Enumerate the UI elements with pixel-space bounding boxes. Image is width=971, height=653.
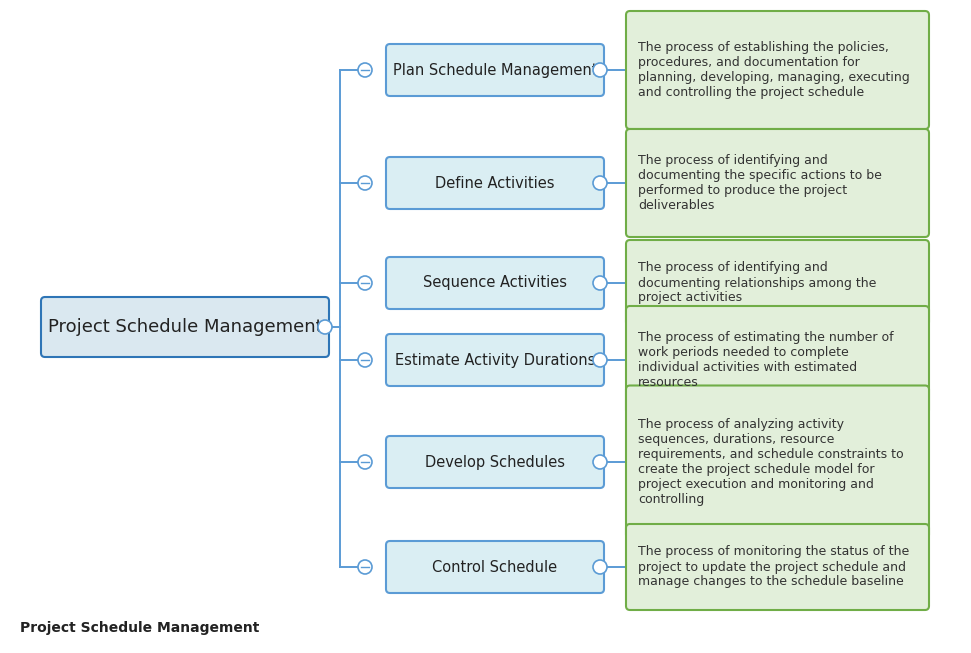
Circle shape [593,176,607,190]
Circle shape [318,320,332,334]
Circle shape [593,353,607,367]
FancyBboxPatch shape [386,257,604,309]
Circle shape [358,176,372,190]
FancyBboxPatch shape [626,240,929,326]
Text: The process of monitoring the status of the
project to update the project schedu: The process of monitoring the status of … [638,545,909,588]
FancyBboxPatch shape [386,541,604,593]
FancyBboxPatch shape [386,44,604,96]
FancyBboxPatch shape [386,334,604,386]
FancyBboxPatch shape [626,11,929,129]
Text: Define Activities: Define Activities [435,176,554,191]
Text: The process of analyzing activity
sequences, durations, resource
requirements, a: The process of analyzing activity sequen… [638,418,904,506]
Circle shape [593,276,607,290]
Text: The process of estimating the number of
work periods needed to complete
individu: The process of estimating the number of … [638,331,893,389]
Circle shape [358,455,372,469]
Text: Plan Schedule Management: Plan Schedule Management [392,63,597,78]
Text: Control Schedule: Control Schedule [432,560,557,575]
Text: The process of establishing the policies,
procedures, and documentation for
plan: The process of establishing the policies… [638,41,910,99]
Circle shape [358,560,372,574]
Circle shape [358,63,372,77]
Text: The process of identifying and
documenting relationships among the
project activ: The process of identifying and documenti… [638,261,877,304]
FancyBboxPatch shape [626,129,929,237]
Circle shape [593,63,607,77]
Text: Sequence Activities: Sequence Activities [423,276,567,291]
FancyBboxPatch shape [41,297,329,357]
Circle shape [358,276,372,290]
Text: Project Schedule Management: Project Schedule Management [20,621,259,635]
Circle shape [358,353,372,367]
Text: Develop Schedules: Develop Schedules [425,454,565,470]
Text: Estimate Activity Durations: Estimate Activity Durations [395,353,595,368]
FancyBboxPatch shape [386,157,604,209]
Text: The process of identifying and
documenting the specific actions to be
performed : The process of identifying and documenti… [638,154,882,212]
FancyBboxPatch shape [386,436,604,488]
FancyBboxPatch shape [626,306,929,414]
Circle shape [593,455,607,469]
FancyBboxPatch shape [626,385,929,539]
Text: Project Schedule Management: Project Schedule Management [48,318,322,336]
Circle shape [593,560,607,574]
FancyBboxPatch shape [626,524,929,610]
